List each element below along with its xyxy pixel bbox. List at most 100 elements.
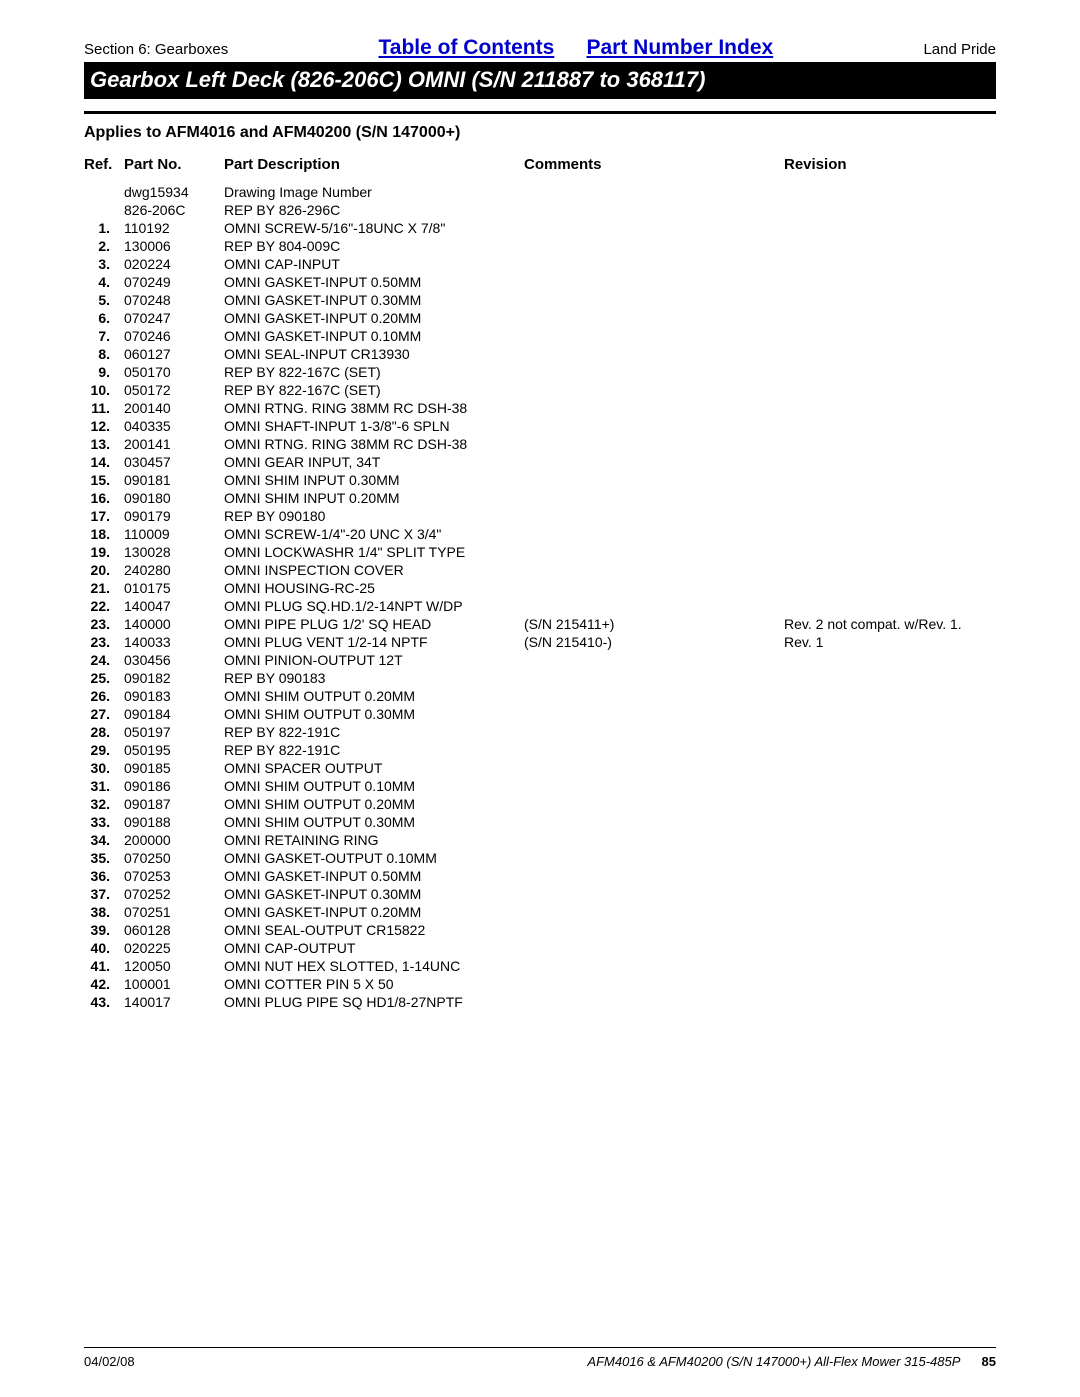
cell-desc: OMNI GASKET-OUTPUT 0.10MM — [224, 849, 524, 867]
cell-ref: 27. — [84, 705, 124, 723]
cell-revision — [784, 525, 996, 543]
cell-comments — [524, 201, 784, 219]
cell-part-no: 060128 — [124, 921, 224, 939]
table-row: 29.050195REP BY 822-191C — [84, 741, 996, 759]
cell-part-no: 070252 — [124, 885, 224, 903]
table-row: 32.090187OMNI SHIM OUTPUT 0.20MM — [84, 795, 996, 813]
cell-comments — [524, 237, 784, 255]
cell-ref: 11. — [84, 399, 124, 417]
cell-revision — [784, 471, 996, 489]
cell-revision — [784, 849, 996, 867]
cell-ref: 20. — [84, 561, 124, 579]
cell-part-no: 070250 — [124, 849, 224, 867]
cell-part-no: 130006 — [124, 237, 224, 255]
cell-part-no: 090185 — [124, 759, 224, 777]
cell-ref: 5. — [84, 291, 124, 309]
cell-comments — [524, 219, 784, 237]
cell-part-no: 050172 — [124, 381, 224, 399]
cell-part-no: 200000 — [124, 831, 224, 849]
cell-desc: REP BY 804-009C — [224, 237, 524, 255]
cell-desc: OMNI SEAL-INPUT CR13930 — [224, 345, 524, 363]
table-row: 6.070247OMNI GASKET-INPUT 0.20MM — [84, 309, 996, 327]
cell-comments — [524, 309, 784, 327]
table-row: 7.070246OMNI GASKET-INPUT 0.10MM — [84, 327, 996, 345]
cell-part-no: 120050 — [124, 957, 224, 975]
cell-desc: REP BY 090180 — [224, 507, 524, 525]
cell-ref: 42. — [84, 975, 124, 993]
cell-ref: 23. — [84, 615, 124, 633]
cell-revision — [784, 381, 996, 399]
table-row: 35.070250OMNI GASKET-OUTPUT 0.10MM — [84, 849, 996, 867]
cell-revision — [784, 975, 996, 993]
footer-doc-title: AFM4016 & AFM40200 (S/N 147000+) All-Fle… — [587, 1354, 959, 1369]
cell-ref — [84, 183, 124, 201]
cell-comments — [524, 705, 784, 723]
cell-desc: OMNI SEAL-OUTPUT CR15822 — [224, 921, 524, 939]
cell-desc: OMNI CAP-INPUT — [224, 255, 524, 273]
table-row: 11.200140OMNI RTNG. RING 38MM RC DSH-38 — [84, 399, 996, 417]
cell-comments: (S/N 215411+) — [524, 615, 784, 633]
cell-desc: OMNI GASKET-INPUT 0.10MM — [224, 327, 524, 345]
cell-comments — [524, 507, 784, 525]
cell-comments — [524, 489, 784, 507]
table-row: 28.050197REP BY 822-191C — [84, 723, 996, 741]
table-row: 40.020225OMNI CAP-OUTPUT — [84, 939, 996, 957]
cell-comments — [524, 777, 784, 795]
cell-ref: 17. — [84, 507, 124, 525]
cell-revision — [784, 831, 996, 849]
table-row: 38.070251OMNI GASKET-INPUT 0.20MM — [84, 903, 996, 921]
part-number-index-link[interactable]: Part Number Index — [586, 36, 773, 59]
table-row: 5.070248OMNI GASKET-INPUT 0.30MM — [84, 291, 996, 309]
cell-ref: 13. — [84, 435, 124, 453]
cell-part-no: 090180 — [124, 489, 224, 507]
cell-revision — [784, 453, 996, 471]
cell-part-no: 140033 — [124, 633, 224, 651]
header-top-line: Section 6: Gearboxes Table of Contents P… — [84, 36, 996, 60]
cell-ref: 7. — [84, 327, 124, 345]
cell-part-no: 020225 — [124, 939, 224, 957]
cell-part-no: 140047 — [124, 597, 224, 615]
cell-comments — [524, 345, 784, 363]
cell-ref: 26. — [84, 687, 124, 705]
cell-desc: OMNI GASKET-INPUT 0.50MM — [224, 867, 524, 885]
cell-desc: REP BY 822-167C (SET) — [224, 363, 524, 381]
cell-ref: 14. — [84, 453, 124, 471]
table-row: 16.090180OMNI SHIM INPUT 0.20MM — [84, 489, 996, 507]
cell-revision — [784, 669, 996, 687]
cell-comments — [524, 813, 784, 831]
cell-part-no: 010175 — [124, 579, 224, 597]
table-row: 8.060127OMNI SEAL-INPUT CR13930 — [84, 345, 996, 363]
cell-part-no: 110192 — [124, 219, 224, 237]
cell-desc: OMNI RTNG. RING 38MM RC DSH-38 — [224, 399, 524, 417]
table-row: 4.070249OMNI GASKET-INPUT 0.50MM — [84, 273, 996, 291]
cell-revision — [784, 291, 996, 309]
cell-desc: OMNI GASKET-INPUT 0.20MM — [224, 903, 524, 921]
cell-desc: OMNI PLUG VENT 1/2-14 NPTF — [224, 633, 524, 651]
cell-revision — [784, 885, 996, 903]
cell-desc: OMNI GASKET-INPUT 0.30MM — [224, 885, 524, 903]
brand-label: Land Pride — [923, 41, 996, 58]
cell-ref: 37. — [84, 885, 124, 903]
cell-comments — [524, 435, 784, 453]
page: Section 6: Gearboxes Table of Contents P… — [0, 0, 1080, 1397]
cell-ref: 8. — [84, 345, 124, 363]
toc-link[interactable]: Table of Contents — [379, 36, 555, 59]
cell-desc: OMNI LOCKWASHR 1/4" SPLIT TYPE — [224, 543, 524, 561]
cell-ref: 40. — [84, 939, 124, 957]
cell-ref: 36. — [84, 867, 124, 885]
cell-ref: 19. — [84, 543, 124, 561]
cell-revision — [784, 327, 996, 345]
cell-ref: 16. — [84, 489, 124, 507]
col-desc: Part Description — [224, 156, 524, 183]
table-row: 14.030457OMNI GEAR INPUT, 34T — [84, 453, 996, 471]
table-row: 15.090181OMNI SHIM INPUT 0.30MM — [84, 471, 996, 489]
cell-desc: OMNI SHAFT-INPUT 1-3/8"-6 SPLN — [224, 417, 524, 435]
cell-desc: REP BY 822-191C — [224, 723, 524, 741]
cell-part-no: 090186 — [124, 777, 224, 795]
cell-comments — [524, 903, 784, 921]
cell-part-no: 060127 — [124, 345, 224, 363]
col-part-no: Part No. — [124, 156, 224, 183]
table-row: 34.200000OMNI RETAINING RING — [84, 831, 996, 849]
cell-part-no: 090188 — [124, 813, 224, 831]
cell-desc: OMNI PLUG PIPE SQ HD1/8-27NPTF — [224, 993, 524, 1011]
